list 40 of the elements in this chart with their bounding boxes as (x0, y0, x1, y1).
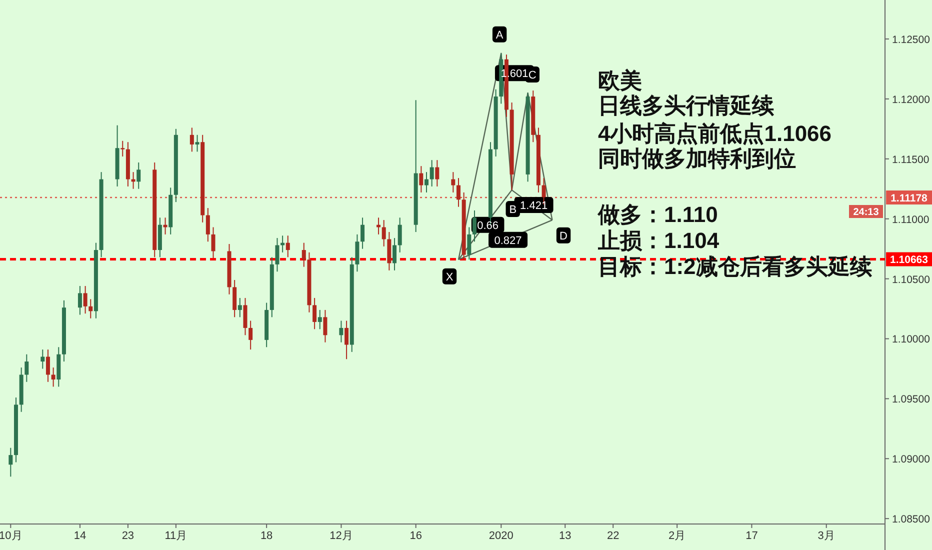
annotation: 日线多头行情延续 (598, 93, 774, 118)
y-tick-label: 1.11000 (892, 214, 930, 226)
y-tick-label: 1.10000 (892, 334, 930, 346)
annotation: 做多：1.110 (597, 202, 718, 227)
y-tick-label: 1.12000 (892, 94, 930, 106)
annotation: 止损：1.104 (597, 228, 720, 253)
annotation: 1.421 (520, 200, 548, 212)
annotation: A (496, 29, 504, 42)
x-tick-label: 16 (410, 530, 422, 542)
y-tick-label: 1.08500 (892, 514, 930, 526)
annotation: 同时做多加特利到位 (598, 146, 796, 171)
x-tick-label: 14 (74, 530, 86, 542)
x-tick-label: 23 (122, 530, 134, 542)
y-tick-label: 1.09500 (892, 394, 930, 406)
annotation: 目标：1:2减仓后看多头延续 (598, 254, 872, 279)
x-tick-label: 17 (746, 530, 758, 542)
annotation: D (560, 230, 568, 242)
x-tick-label: 12月 (330, 530, 353, 542)
y-tick-label: 1.10500 (892, 274, 930, 286)
y-tick-label: 1.11500 (892, 154, 930, 166)
annotation: 24:13 (853, 207, 880, 218)
ref-line-label: 1.11178 (890, 192, 928, 204)
x-tick-label: 2020 (488, 530, 514, 542)
annotation: 欧美 (598, 68, 642, 93)
x-tick-label: 18 (260, 530, 273, 542)
annotation: X (446, 271, 454, 284)
x-tick-label: 10月 (0, 530, 22, 542)
x-tick-label: 22 (606, 530, 620, 542)
annotation: C (528, 69, 536, 82)
annotation: 4小时高点前低点1.1066 (598, 121, 832, 146)
annotation: 0.66 (477, 220, 499, 232)
x-tick-label: 3月 (818, 530, 835, 542)
ref-line-label: 1.10663 (890, 254, 928, 266)
x-tick-label: 2月 (668, 530, 686, 542)
x-tick-label: 11月 (164, 530, 188, 542)
y-tick-label: 1.09000 (892, 454, 930, 466)
y-tick-label: 1.12500 (892, 34, 930, 46)
annotation: B (509, 204, 517, 216)
x-tick-label: 13 (558, 530, 572, 542)
annotation: 0.827 (494, 234, 522, 247)
